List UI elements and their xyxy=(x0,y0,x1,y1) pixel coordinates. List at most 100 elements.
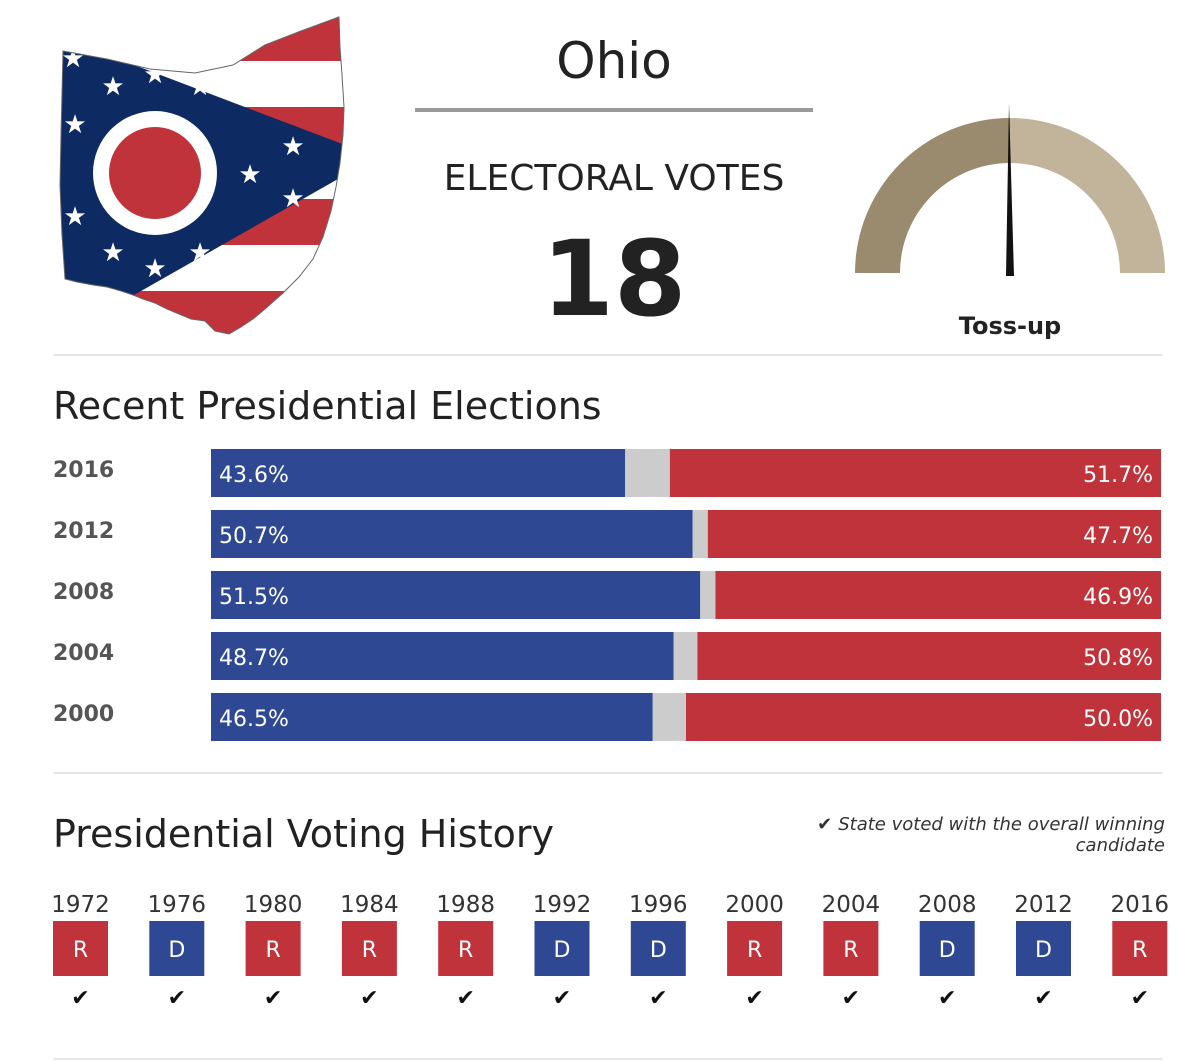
winner-tile xyxy=(341,921,397,976)
electoral-votes-value: 18 xyxy=(541,218,687,340)
winner-tile xyxy=(1016,921,1071,976)
voting-history-note: State voted with the overall winning can… xyxy=(838,814,1165,856)
svg-text:★: ★ xyxy=(63,110,86,140)
year-label: 2016 xyxy=(53,458,114,483)
history-year: 1988 xyxy=(436,892,495,918)
other-bar xyxy=(625,449,670,497)
checkmark-icon: ✔ xyxy=(168,986,186,1011)
other-bar xyxy=(700,571,716,619)
rep-value-label: 51.7% xyxy=(1083,463,1153,488)
history-year: 1984 xyxy=(340,892,399,918)
voting-history-legend: ✔ State voted with the overall winning ca… xyxy=(745,814,1165,856)
winner-tile xyxy=(53,921,108,976)
voting-history-title: Presidential Voting History xyxy=(53,812,554,856)
winner-party: D xyxy=(650,938,667,963)
gauge-arc-right xyxy=(1010,118,1165,273)
checkmark-icon: ✔ xyxy=(360,986,378,1011)
winner-tile xyxy=(727,921,783,976)
rep-bar xyxy=(707,510,1161,558)
history-year: 1972 xyxy=(53,892,110,918)
winner-tile xyxy=(149,921,205,976)
history-year: 1976 xyxy=(148,892,207,918)
winner-tile xyxy=(823,921,879,976)
winner-party: R xyxy=(843,938,858,963)
dem-value-label: 48.7% xyxy=(219,646,289,671)
checkmark-icon: ✔ xyxy=(938,986,956,1011)
recent-elections-chart: 2016 43.6% 51.7% 2012 50.7% 47.7% 2008 51.5% 46.… xyxy=(53,449,1161,741)
rep-value-label: 50.8% xyxy=(1083,646,1153,671)
title-underline xyxy=(415,108,813,112)
dem-value-label: 43.6% xyxy=(219,463,289,488)
rep-bar xyxy=(697,632,1161,680)
svg-text:★: ★ xyxy=(238,160,261,190)
checkmark-icon: ✔ xyxy=(456,986,474,1011)
rating-gauge xyxy=(855,103,1165,276)
rep-value-label: 46.9% xyxy=(1083,585,1153,610)
checkmark-icon: ✔ xyxy=(1131,986,1149,1011)
other-bar xyxy=(692,510,708,558)
history-year: 2012 xyxy=(1014,892,1073,918)
winner-tile xyxy=(919,921,975,976)
dem-value-label: 51.5% xyxy=(219,585,289,610)
winner-party: R xyxy=(73,938,88,963)
dem-value-label: 46.5% xyxy=(219,707,289,732)
dem-bar xyxy=(211,449,626,497)
checkmark-icon: ✔ xyxy=(817,814,833,835)
svg-text:★: ★ xyxy=(143,254,166,284)
dem-bar xyxy=(211,693,653,741)
rating-label: Toss-up xyxy=(958,312,1062,340)
gauge-arc-left xyxy=(855,118,1010,273)
winner-party: D xyxy=(1035,938,1052,963)
checkmark-icon: ✔ xyxy=(264,986,282,1011)
svg-text:★: ★ xyxy=(188,238,211,268)
winner-party: D xyxy=(554,938,571,963)
winner-tile xyxy=(630,921,686,976)
winner-tile xyxy=(534,921,590,976)
svg-text:★: ★ xyxy=(281,132,304,162)
svg-text:★: ★ xyxy=(188,72,211,102)
state-name: Ohio xyxy=(556,32,672,90)
svg-text:★: ★ xyxy=(61,44,84,74)
dem-bar xyxy=(211,571,701,619)
section-divider xyxy=(53,354,1163,356)
svg-text:★: ★ xyxy=(101,72,124,102)
svg-text:★: ★ xyxy=(101,238,124,268)
dem-bar xyxy=(211,510,693,558)
svg-text:★: ★ xyxy=(281,184,304,214)
year-label: 2000 xyxy=(53,702,114,727)
winner-party: R xyxy=(458,938,473,963)
winner-tile xyxy=(438,921,494,976)
history-year: 1992 xyxy=(533,892,592,918)
winner-party: D xyxy=(939,938,956,963)
rep-bar xyxy=(686,693,1161,741)
checkmark-icon: ✔ xyxy=(71,986,89,1011)
winner-party: R xyxy=(1132,938,1147,963)
winner-party: R xyxy=(362,938,377,963)
electoral-votes-label: ELECTORAL VOTES xyxy=(443,158,785,199)
winner-tile xyxy=(1112,921,1168,976)
other-bar xyxy=(652,693,686,741)
checkmark-icon: ✔ xyxy=(842,986,860,1011)
year-label: 2008 xyxy=(53,580,114,605)
ohio-flag-map: ★ ★ ★ ★ ★ ★ ★ ★ ★ ★ ★ ★ xyxy=(59,16,345,335)
dem-value-label: 50.7% xyxy=(219,524,289,549)
dem-bar xyxy=(211,632,674,680)
history-year: 1996 xyxy=(629,892,688,918)
checkmark-icon: ✔ xyxy=(745,986,763,1011)
gauge-needle xyxy=(1006,103,1014,276)
rep-bar xyxy=(669,449,1161,497)
winner-party: R xyxy=(265,938,280,963)
year-label: 2012 xyxy=(53,519,114,544)
history-year: 2008 xyxy=(918,892,977,918)
voting-history-chart: 1972 R ✔ 1976 D ✔ 1980 R ✔ 1984 R ✔ 1988 R ✔ 1992 D ✔ 1996… xyxy=(53,892,1169,1011)
rep-value-label: 50.0% xyxy=(1083,707,1153,732)
rep-bar xyxy=(715,571,1161,619)
winner-party: D xyxy=(168,938,185,963)
year-label: 2004 xyxy=(53,641,114,666)
svg-text:★: ★ xyxy=(143,60,166,90)
winner-party: R xyxy=(747,938,762,963)
checkmark-icon: ✔ xyxy=(649,986,667,1011)
winner-tile xyxy=(245,921,301,976)
section-divider xyxy=(53,1058,1163,1060)
history-year: 1980 xyxy=(244,892,303,918)
